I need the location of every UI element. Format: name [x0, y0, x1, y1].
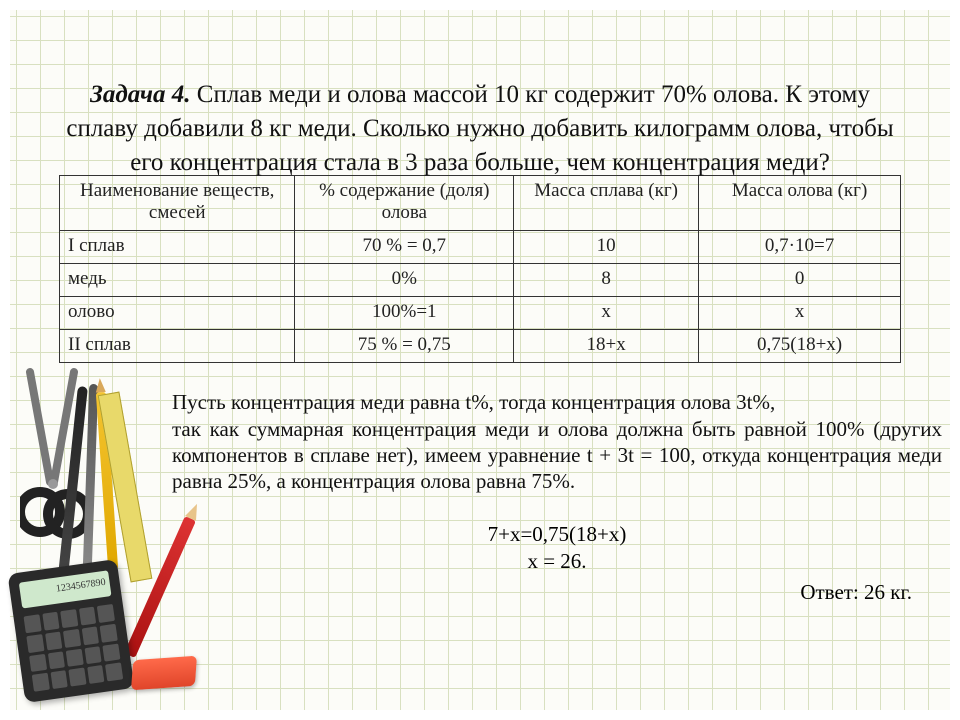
cell-pct: 75 % = 0,75: [295, 330, 514, 363]
equation-1: 7+х=0,75(18+х): [172, 522, 942, 547]
cell-name: I сплав: [60, 231, 295, 264]
alloy-table: Наименование веществ, смесей % содержани…: [59, 175, 901, 363]
cell-pct: 0%: [295, 264, 514, 297]
cell-mass: х: [514, 297, 699, 330]
explanation-line-1: Пусть концентрация меди равна t%, тогда …: [172, 389, 942, 415]
cell-pct: 100%=1: [295, 297, 514, 330]
cell-name: медь: [60, 264, 295, 297]
table-header-row: Наименование веществ, смесей % содержани…: [60, 176, 901, 231]
answer-line: Ответ: 26 кг.: [172, 580, 942, 605]
cell-mass: 10: [514, 231, 699, 264]
problem-text: Сплав меди и олова массой 10 кг содержит…: [66, 81, 893, 176]
problem-title: Задача 4.: [90, 81, 190, 108]
cell-mass: 18+х: [514, 330, 699, 363]
cell-tin: 0,75(18+х): [699, 330, 901, 363]
table-row: II сплав 75 % = 0,75 18+х 0,75(18+х): [60, 330, 901, 363]
col-mass: Масса сплава (кг): [514, 176, 699, 231]
explanation-line-2: так как суммарная концентрация меди и ол…: [172, 416, 942, 495]
cell-tin: 0: [699, 264, 901, 297]
cell-name: II сплав: [60, 330, 295, 363]
cell-name: олово: [60, 297, 295, 330]
cell-pct: 70 % = 0,7: [295, 231, 514, 264]
cell-mass: 8: [514, 264, 699, 297]
equation-2: х = 26.: [172, 549, 942, 574]
eraser-icon: [131, 656, 197, 691]
col-name: Наименование веществ, смесей: [60, 176, 295, 231]
col-tin: Масса олова (кг): [699, 176, 901, 231]
table-row: медь 0% 8 0: [60, 264, 901, 297]
table-row: I сплав 70 % = 0,7 10 0,7·10=7: [60, 231, 901, 264]
page-content: Задача 4. Сплав меди и олова массой 10 к…: [0, 0, 960, 625]
problem-statement: Задача 4. Сплав меди и олова массой 10 к…: [52, 78, 908, 179]
cell-tin: х: [699, 297, 901, 330]
col-pct: % содержание (доля) олова: [295, 176, 514, 231]
cell-tin: 0,7·10=7: [699, 231, 901, 264]
explanation-block: Пусть концентрация меди равна t%, тогда …: [172, 389, 942, 605]
table-row: олово 100%=1 х х: [60, 297, 901, 330]
